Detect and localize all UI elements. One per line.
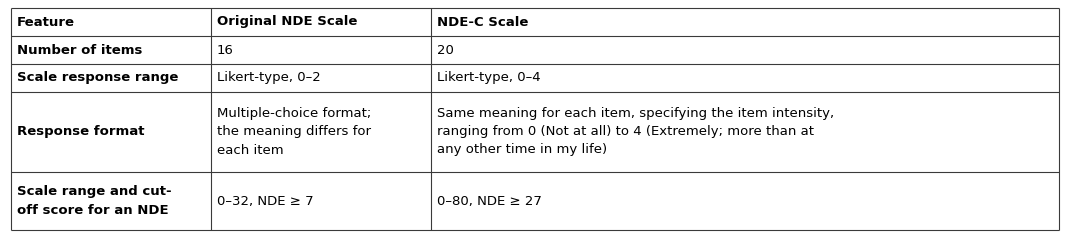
Text: Response format: Response format	[17, 126, 144, 138]
Text: Scale response range: Scale response range	[17, 72, 179, 84]
Text: Likert-type, 0–2: Likert-type, 0–2	[217, 72, 321, 84]
Text: NDE-C Scale: NDE-C Scale	[437, 16, 529, 29]
Text: 0–80, NDE ≥ 27: 0–80, NDE ≥ 27	[437, 194, 541, 208]
Text: Number of items: Number of items	[17, 43, 142, 56]
Text: Likert-type, 0–4: Likert-type, 0–4	[437, 72, 540, 84]
Text: Same meaning for each item, specifying the item intensity,
ranging from 0 (Not a: Same meaning for each item, specifying t…	[437, 108, 835, 156]
Text: 20: 20	[437, 43, 454, 56]
Text: Scale range and cut-
off score for an NDE: Scale range and cut- off score for an ND…	[17, 186, 171, 216]
Text: Original NDE Scale: Original NDE Scale	[217, 16, 357, 29]
Text: 0–32, NDE ≥ 7: 0–32, NDE ≥ 7	[217, 194, 314, 208]
Text: Feature: Feature	[17, 16, 75, 29]
Text: Multiple-choice format;
the meaning differs for
each item: Multiple-choice format; the meaning diff…	[217, 108, 371, 156]
Text: 16: 16	[217, 43, 234, 56]
